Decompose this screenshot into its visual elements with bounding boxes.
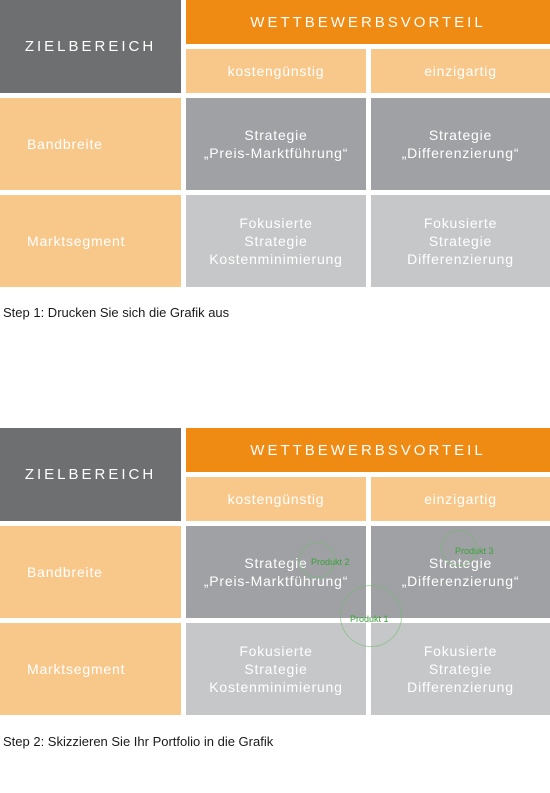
header-cell: WETTBEWERBSVORTEIL (186, 0, 550, 44)
cell-r2c2-line1: Fokusierte (423, 215, 498, 231)
corner-cell: ZIELBEREICH (0, 428, 181, 521)
cell-r2c1-line2: Strategie (244, 661, 308, 677)
corner-label: ZIELBEREICH (24, 38, 157, 55)
cell-r1c2-line2: „Differenzierung“ (401, 145, 520, 161)
cell-r1c2-line1: Strategie (428, 127, 493, 143)
cell-r1c2-line2: „Differenzierung“ (401, 573, 520, 589)
cell-r2c2: Fokusierte Strategie Differenzierung (371, 623, 550, 715)
header-title: WETTBEWERBSVORTEIL (250, 13, 486, 31)
cell-r1c2: Strategie „Differenzierung“ (371, 98, 550, 190)
col-header-1: kostengünstig (186, 477, 366, 521)
corner-cell: ZIELBEREICH (0, 0, 181, 93)
col-label-1: kostengünstig (227, 63, 325, 79)
row-label-2: Marktsegment (27, 233, 126, 249)
row-header-1: Bandbreite (0, 98, 181, 190)
cell-r2c1: Fokusierte Strategie Kostenminimierung (186, 195, 366, 287)
cell-r2c2: Fokusierte Strategie Differenzierung (371, 195, 550, 287)
header-title: WETTBEWERBSVORTEIL (250, 441, 486, 459)
product-3-bubble (441, 530, 477, 566)
header-cell: WETTBEWERBSVORTEIL (186, 428, 550, 472)
cell-r2c1-line1: Fokusierte (239, 215, 313, 231)
corner-label: ZIELBEREICH (24, 466, 157, 483)
cell-r1c1-line1: Strategie (244, 555, 308, 571)
col-label-2: einzigartig (424, 63, 497, 79)
product-1-bubble (340, 585, 402, 647)
cell-r2c1-line1: Fokusierte (239, 643, 313, 659)
row-label-1: Bandbreite (27, 564, 103, 580)
row-header-2: Marktsegment (0, 195, 181, 287)
cell-r2c2-line3: Differenzierung (407, 679, 514, 695)
cell-r2c1: Fokusierte Strategie Kostenminimierung (186, 623, 366, 715)
col-label-1: kostengünstig (227, 491, 325, 507)
row-label-2: Marktsegment (27, 661, 126, 677)
cell-r2c2-line1: Fokusierte (423, 643, 498, 659)
col-header-2: einzigartig (371, 477, 550, 521)
cell-r2c1-line3: Kostenminimierung (209, 679, 343, 695)
cell-r2c2-line2: Strategie (428, 661, 493, 677)
step-1-text: Step 1: Drucken Sie sich die Grafik aus (3, 305, 230, 320)
product-1-label: Produkt 1 (350, 614, 389, 624)
col-label-2: einzigartig (424, 491, 497, 507)
cell-r2c2-line3: Differenzierung (407, 251, 514, 267)
cell-r2c1-line2: Strategie (244, 233, 308, 249)
col-header-2: einzigartig (371, 49, 550, 93)
step-2-text: Step 2: Skizzieren Sie Ihr Portfolio in … (3, 734, 274, 749)
row-header-1: Bandbreite (0, 526, 181, 618)
cell-r2c1-line3: Kostenminimierung (209, 251, 343, 267)
product-2-label: Produkt 2 (311, 557, 350, 567)
cell-r1c1-line1: Strategie (244, 127, 308, 143)
cell-r1c1-line2: „Preis-Marktführung“ (203, 145, 349, 161)
col-header-1: kostengünstig (186, 49, 366, 93)
cell-r1c1: Strategie „Preis-Marktführung“ (186, 98, 366, 190)
cell-r2c2-line2: Strategie (428, 233, 493, 249)
row-header-2: Marktsegment (0, 623, 181, 715)
product-2-bubble (299, 542, 335, 578)
product-3-label: Produkt 3 (455, 546, 494, 556)
cell-r1c1: Strategie „Preis-Marktführung“ (186, 526, 366, 618)
row-label-1: Bandbreite (27, 136, 103, 152)
